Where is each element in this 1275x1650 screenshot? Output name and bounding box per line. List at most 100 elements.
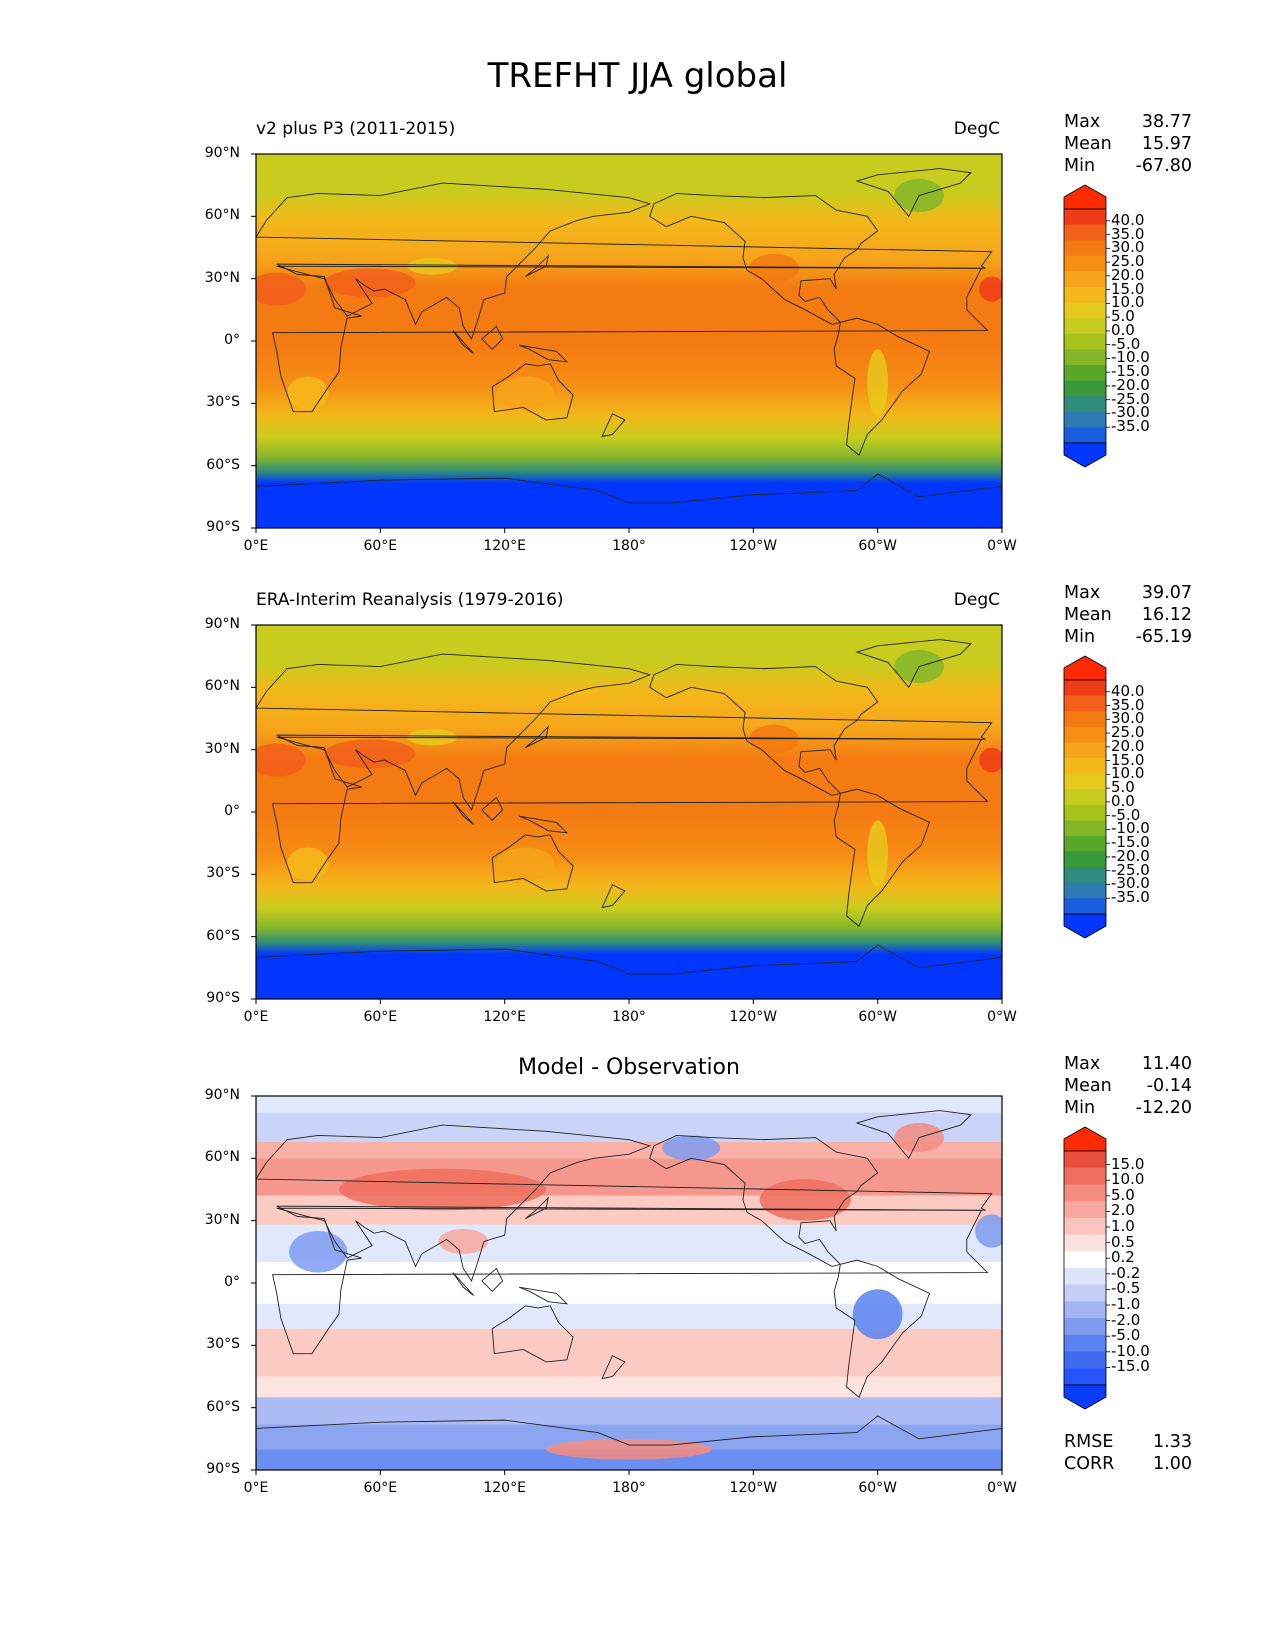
stats-box: Max 39.07 Mean 16.12 Min -65.19	[1064, 582, 1192, 648]
colorbar-segment	[1064, 1234, 1106, 1252]
colorbar-label: 2.0	[1111, 1201, 1135, 1220]
stat-max-label: Max	[1064, 1054, 1101, 1074]
colorbar-segment	[1064, 851, 1106, 868]
coastline	[649, 193, 879, 325]
field-anomaly-blob	[979, 747, 1002, 773]
colorbar-segment	[1064, 1334, 1106, 1353]
x-tick-label: 60°E	[363, 1480, 398, 1496]
panel-units: DegC	[953, 590, 1000, 610]
colorbar-segment	[1064, 365, 1106, 382]
colorbar-label: -30.0	[1111, 874, 1150, 893]
colorbar-segment	[1064, 1201, 1106, 1219]
colorbar-segment	[1064, 287, 1106, 304]
panel-center-title: Model - Observation	[518, 1055, 740, 1080]
y-tick-label: 30°S	[206, 394, 240, 411]
coastline	[491, 1305, 574, 1363]
stat-min-value: -67.80	[1135, 156, 1192, 176]
colorbar-label: 20.0	[1111, 736, 1145, 755]
difference-band	[256, 1397, 1002, 1425]
stat-min-label: Min	[1064, 156, 1096, 176]
panel-left-title: v2 plus P3 (2011-2015)	[256, 119, 456, 139]
field-anomaly-blob	[749, 724, 799, 754]
field-anomaly-blob	[749, 253, 799, 283]
difference-blob	[438, 1228, 489, 1254]
colorbar-label: 30.0	[1111, 709, 1145, 728]
colorbar-label: -20.0	[1111, 375, 1150, 394]
x-tick-label: 60°E	[363, 1009, 398, 1025]
field-anomaly-blob	[979, 276, 1002, 302]
colorbar-frame	[1063, 1150, 1107, 1386]
map-plot	[251, 153, 1110, 533]
colorbar-label: -25.0	[1111, 860, 1150, 879]
colorbar-label: -35.0	[1111, 888, 1150, 907]
x-tick-label: 60°W	[858, 1480, 897, 1496]
colorbar-label: -0.2	[1111, 1263, 1141, 1282]
colorbar-segment	[1064, 209, 1106, 226]
colorbar-top-extend	[1063, 1126, 1107, 1152]
stat-min-value: -65.19	[1135, 627, 1192, 647]
stat-max-label: Max	[1064, 583, 1101, 603]
colorbar-segment	[1064, 867, 1106, 884]
x-tick-label: 0°E	[243, 538, 269, 554]
x-tick-label: 120°W	[729, 1480, 778, 1496]
y-tick-label: 60°N	[204, 678, 240, 695]
colorbar-segment	[1064, 742, 1106, 759]
x-tick-label: 60°E	[363, 538, 398, 554]
difference-blob	[662, 1135, 721, 1161]
coastline	[256, 473, 1002, 528]
x-tick-label: 120°W	[729, 1009, 778, 1025]
y-tick-label: 90°S	[206, 990, 240, 1006]
difference-band	[256, 1328, 1002, 1377]
field-anomaly-blob	[496, 847, 555, 881]
colorbar-segment	[1064, 680, 1106, 697]
coastline	[452, 1272, 474, 1296]
colorbar-label: -35.0	[1111, 417, 1150, 436]
map-content	[256, 1096, 1002, 1470]
field-anomaly-blob	[256, 272, 306, 306]
stat-max-value: 39.07	[1141, 583, 1192, 603]
colorbar-segment	[1064, 1151, 1106, 1169]
colorbar-label: 35.0	[1111, 224, 1145, 243]
coastline	[519, 1286, 569, 1305]
colorbar-label: 25.0	[1111, 252, 1145, 271]
colorbar	[1063, 655, 1110, 939]
y-tick-label: 30°S	[206, 865, 240, 882]
coastline	[833, 1259, 931, 1399]
colorbar-segment	[1064, 820, 1106, 837]
colorbar-segment	[1064, 804, 1106, 821]
colorbar-segment	[1064, 1318, 1106, 1336]
colorbar-label: -20.0	[1111, 846, 1150, 865]
colorbar-segment	[1064, 726, 1106, 743]
colorbar-label: -25.0	[1111, 389, 1150, 408]
stat-max-value: 38.77	[1141, 112, 1192, 132]
colorbar-segment	[1064, 333, 1106, 350]
colorbar-label: -5.0	[1111, 1326, 1141, 1345]
field-anomaly-blob	[407, 257, 458, 275]
stat-max-label: Max	[1064, 112, 1101, 132]
colorbar-segment	[1064, 271, 1106, 288]
colorbar-label: -10.0	[1111, 819, 1150, 838]
colorbar-segment	[1064, 1368, 1106, 1386]
coastline	[601, 1355, 626, 1380]
colorbar-label: 0.0	[1111, 320, 1135, 339]
coastline	[855, 1110, 972, 1160]
colorbar-segment	[1064, 302, 1106, 319]
colorbar-segment	[1064, 318, 1106, 335]
difference-band	[256, 1112, 1002, 1142]
y-tick-label: 60°N	[204, 1149, 240, 1166]
field-anomaly-blob	[867, 349, 889, 416]
y-tick-label: 90°N	[204, 145, 240, 161]
colorbar-label: 0.2	[1111, 1248, 1135, 1267]
y-tick-label: 30°N	[204, 740, 240, 757]
colorbar-label: -15.0	[1111, 1357, 1150, 1376]
x-tick-label: 0°W	[987, 1480, 1017, 1496]
colorbar-label: 5.0	[1111, 1185, 1135, 1204]
coastline	[272, 1205, 989, 1355]
colorbar-segment	[1064, 1268, 1106, 1286]
x-tick-label: 120°E	[483, 538, 526, 554]
y-tick-label: 90°S	[206, 1461, 240, 1477]
y-tick-label: 0°	[224, 332, 240, 348]
y-tick-label: 90°N	[204, 616, 240, 632]
difference-band	[256, 1096, 1002, 1113]
y-tick-label: 90°S	[206, 519, 240, 535]
